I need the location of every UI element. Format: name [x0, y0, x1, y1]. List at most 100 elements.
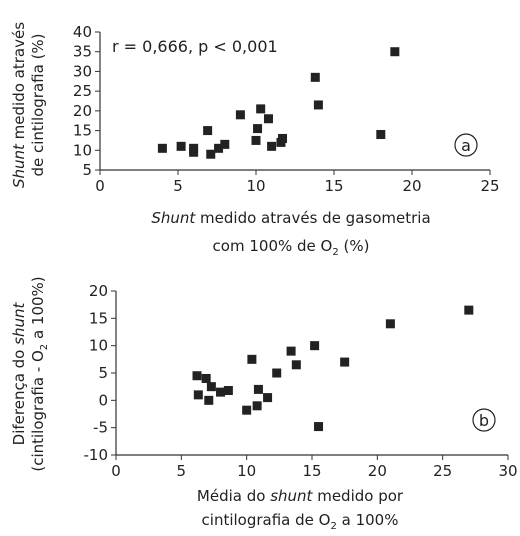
- b-data-point: [314, 422, 324, 432]
- b-data-point: [204, 395, 214, 405]
- a-data-point: [313, 100, 323, 110]
- panel-b-y-label: Diferença do shunt (cintilografia - O2 a…: [10, 276, 50, 471]
- b-data-point: [263, 393, 273, 403]
- a-data-point: [157, 143, 167, 153]
- a-y-tick-label: 40: [73, 23, 92, 41]
- b-data-point: [216, 387, 226, 397]
- panel-a-axes: [95, 31, 491, 175]
- panel-b-xlabel-line1-post: medido por: [312, 487, 403, 505]
- panel-b-xlabel-line1-pre: Média do: [197, 487, 270, 505]
- b-y-tick-label: 10: [89, 337, 108, 355]
- panel-b-xlabel-line2-pre: cintilografia de O: [202, 511, 331, 529]
- b-data-point: [385, 319, 395, 329]
- a-y-tick-label: 25: [73, 82, 92, 100]
- panel-b-x-label-line2: cintilografia de O2 a 100%: [202, 511, 399, 532]
- panel-b-xlabel-line2-sub: 2: [330, 521, 336, 532]
- panel-a-x-tick-labels: 0 5 10 15 20 25: [95, 177, 499, 195]
- a-data-point: [278, 133, 288, 143]
- panel-b-y-tick-labels: -10 -5 0 5 10 15 20: [84, 282, 109, 464]
- panel-b-ylabel-line2-post: a 100%): [29, 276, 47, 343]
- b-x-tick-label: 0: [111, 462, 121, 480]
- a-y-tick-label: 10: [73, 141, 92, 159]
- a-data-point: [220, 139, 230, 149]
- b-data-point: [253, 384, 263, 394]
- panel-a-xlabel-line2-post: (%): [339, 237, 370, 255]
- panel-a-ylabel-italic: Shunt: [10, 143, 28, 188]
- b-data-point: [247, 354, 257, 364]
- b-data-point: [340, 357, 350, 367]
- panel-a-ylabel-rest: medido através: [10, 22, 28, 144]
- panel-a-marker-circle: [454, 133, 478, 157]
- a-data-point: [214, 143, 224, 153]
- panel-a-y-label: Shunt medido através de cintilografia (%…: [10, 22, 47, 188]
- a-data-point: [310, 72, 320, 82]
- b-x-tick-label: 25: [433, 462, 452, 480]
- panel-b-ylabel-line2: (cintilografia - O2 a 100%): [29, 276, 50, 471]
- panel-a-marker-letter: a: [461, 136, 471, 155]
- a-data-point: [235, 110, 245, 120]
- b-y-tick-label: 20: [89, 282, 108, 300]
- a-x-tick-label: 10: [246, 177, 265, 195]
- b-data-point: [272, 368, 282, 378]
- b-y-tick-label: -5: [93, 419, 108, 437]
- panel-a-x-label-line1: Shunt medido através de gasometria: [151, 209, 430, 227]
- b-data-point: [291, 360, 301, 370]
- a-data-point: [390, 47, 400, 57]
- a-x-tick-label: 5: [173, 177, 183, 195]
- b-data-point: [464, 305, 474, 315]
- a-y-tick-label: 30: [73, 62, 92, 80]
- b-y-tick-label: 15: [89, 309, 108, 327]
- b-data-point: [310, 341, 320, 351]
- a-data-point: [263, 114, 273, 124]
- b-data-point: [252, 401, 262, 411]
- panel-b-marker-letter: b: [479, 411, 489, 430]
- panel-b-axes: [111, 290, 509, 460]
- panel-b-marker-circle: [472, 408, 496, 432]
- a-data-point: [206, 149, 216, 159]
- panel-b-x-label-line1: Média do shunt medido por: [197, 487, 404, 505]
- panel-b-ylabel-line1: Diferença do shunt: [10, 302, 28, 446]
- b-x-tick-label: 30: [498, 462, 517, 480]
- b-x-tick-label: 15: [302, 462, 321, 480]
- panel-b-ylabel-line2-pre: (cintilografia - O: [29, 350, 47, 471]
- correlation-annotation: r = 0,666, p < 0,001: [112, 37, 278, 56]
- a-data-point: [203, 126, 213, 136]
- b-data-point: [201, 373, 211, 383]
- a-x-tick-label: 20: [402, 177, 421, 195]
- panel-a-x-label-line2: com 100% de O2 (%): [213, 237, 370, 258]
- b-data-point: [206, 382, 216, 392]
- panel-a-xlabel-line2-sub: 2: [332, 247, 338, 258]
- a-y-tick-label: 35: [73, 43, 92, 61]
- panel-b-ylabel-line2-sub: 2: [39, 344, 50, 350]
- b-data-point: [286, 346, 296, 356]
- b-data-point: [242, 405, 252, 415]
- panel-a-ylabel-line2: de cintilografia (%): [29, 33, 47, 176]
- panel-a-data-points: [157, 47, 400, 159]
- panel-a-xlabel-rest: medido através de gasometria: [195, 209, 430, 227]
- panel-b-x-tick-labels: 0 5 10 15 20 25 30: [111, 462, 517, 480]
- a-data-point: [376, 130, 386, 140]
- b-x-tick-label: 10: [237, 462, 256, 480]
- a-data-point: [189, 143, 199, 153]
- a-data-point: [251, 135, 261, 145]
- panel-b-xlabel-line1-italic: shunt: [270, 487, 313, 505]
- a-y-tick-label: 20: [73, 102, 92, 120]
- b-data-point: [193, 390, 203, 400]
- a-data-point: [256, 104, 266, 114]
- panel-b-ylabel-line1-pre: Diferença do: [10, 345, 28, 445]
- a-y-tick-label: 15: [73, 122, 92, 140]
- b-y-tick-label: 0: [98, 391, 108, 409]
- panel-a-xlabel-line2-pre: com 100% de O: [213, 237, 333, 255]
- a-x-tick-label: 15: [324, 177, 343, 195]
- b-x-tick-label: 5: [177, 462, 187, 480]
- b-y-tick-label: 5: [98, 364, 108, 382]
- b-y-tick-label: -10: [84, 446, 109, 464]
- b-x-tick-label: 20: [368, 462, 387, 480]
- panel-b-data-points: [192, 305, 474, 432]
- a-x-tick-label: 0: [95, 177, 105, 195]
- a-data-point: [176, 141, 186, 151]
- svg-text:Shunt medido através: Shunt medido através: [10, 22, 28, 188]
